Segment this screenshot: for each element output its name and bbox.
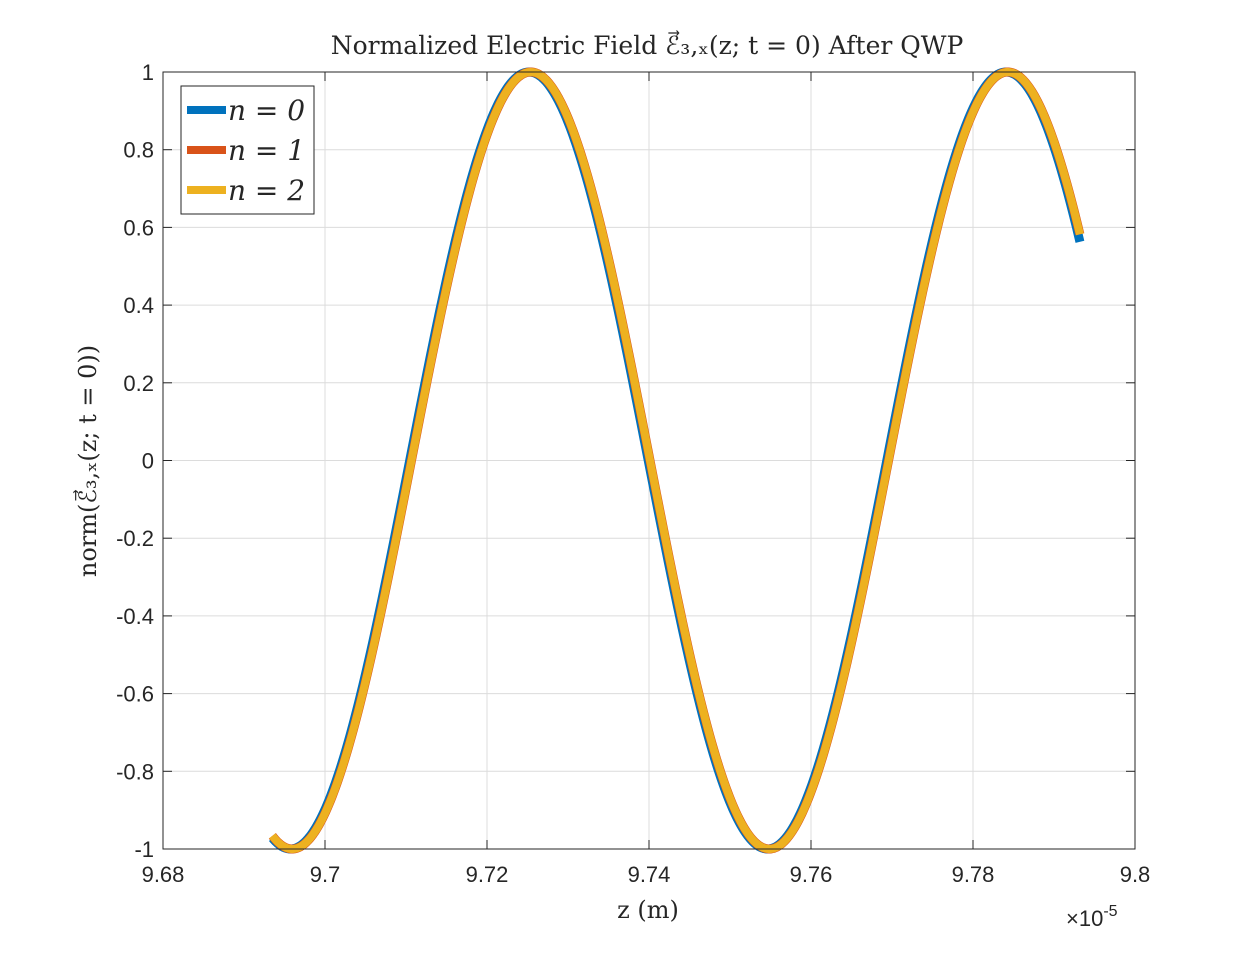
x-tick-label: 9.68 <box>142 862 185 887</box>
x-axis-label: z (m) <box>617 896 679 924</box>
y-tick-label: 0.6 <box>123 215 154 240</box>
y-tick-label: -0.4 <box>116 604 154 629</box>
y-tick-label: -0.2 <box>116 526 154 551</box>
legend-label: n = 0 <box>228 94 305 127</box>
x-exponent-label: ×10-5 <box>1066 903 1118 931</box>
y-tick-label: -0.8 <box>116 759 154 784</box>
x-tick-label: 9.72 <box>466 862 509 887</box>
y-tick-label: 0 <box>142 449 154 474</box>
y-tick-label: -1 <box>134 837 154 862</box>
y-tick-label: 0.2 <box>123 371 154 396</box>
legend: n = 0 n = 1 n = 2 <box>180 85 315 215</box>
legend-label: n = 2 <box>228 174 305 207</box>
y-tick-label: 0.4 <box>123 293 154 318</box>
x-exponent-power: -5 <box>1103 903 1117 920</box>
y-tick-label: 1 <box>142 60 154 85</box>
y-tick-label: 0.8 <box>123 138 154 163</box>
x-tick-label: 9.7 <box>310 862 341 887</box>
x-tick-label: 9.74 <box>628 862 671 887</box>
tick-labels: 9.68 9.7 9.72 9.74 9.76 9.78 9.8 -1 -0.8 -0.6 -0.4… <box>116 60 1150 887</box>
y-tick-label: -0.6 <box>116 682 154 707</box>
y-axis-label: norm(ℰ⃗₃,ₓ(z; t = 0)) <box>73 345 102 577</box>
x-exponent-base: ×10 <box>1066 906 1103 931</box>
legend-label: n = 1 <box>228 134 305 167</box>
series-line-2 <box>269 68 1084 853</box>
chart-title: Normalized Electric Field ℰ⃗₃,ₓ(z; t = 0… <box>331 30 964 60</box>
series-layer <box>268 67 1085 854</box>
ticks <box>162 71 1136 850</box>
x-tick-label: 9.8 <box>1120 862 1151 887</box>
x-tick-label: 9.78 <box>952 862 995 887</box>
x-tick-label: 9.76 <box>790 862 833 887</box>
